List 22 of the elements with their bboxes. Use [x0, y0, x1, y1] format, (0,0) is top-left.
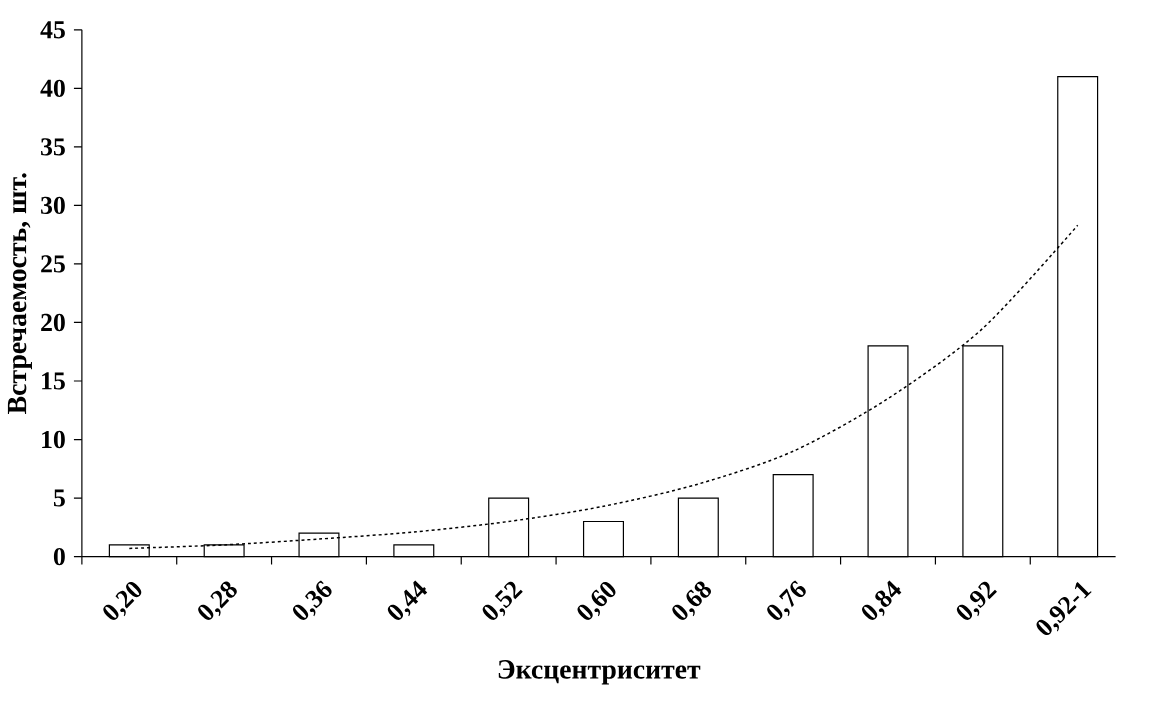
- y-tick-label: 20: [41, 313, 65, 332]
- x-tick-label: 0,68: [672, 581, 711, 621]
- x-tick-label: 0,84: [862, 580, 902, 621]
- x-tick-label: 0,60: [577, 582, 616, 621]
- y-tick-label: 25: [41, 255, 65, 273]
- x-tick-label: 0,44: [387, 580, 428, 621]
- y-tick-label: 45: [40, 21, 65, 39]
- x-tick-label: 0,76: [767, 580, 806, 621]
- x-tick-label: 0,52: [482, 581, 523, 621]
- y-tick-label: 0: [53, 548, 65, 566]
- y-tick-label: 5: [53, 489, 65, 507]
- y-axis-title: Встречаемость, шт.: [7, 173, 32, 415]
- x-axis-title: Эксцентриситет: [498, 660, 701, 685]
- x-tick-label: 0,36: [293, 580, 332, 621]
- y-tick-label: 30: [41, 196, 65, 215]
- y-tick-label: 15: [42, 372, 65, 390]
- x-tick-label: 0,92: [956, 581, 997, 621]
- x-tick-label: 0,28: [198, 581, 237, 621]
- y-tick-label: 40: [40, 79, 65, 98]
- y-tick-label: 10: [42, 431, 65, 449]
- x-tick-label: 0,20: [103, 582, 142, 621]
- y-tick-label: 35: [41, 138, 65, 156]
